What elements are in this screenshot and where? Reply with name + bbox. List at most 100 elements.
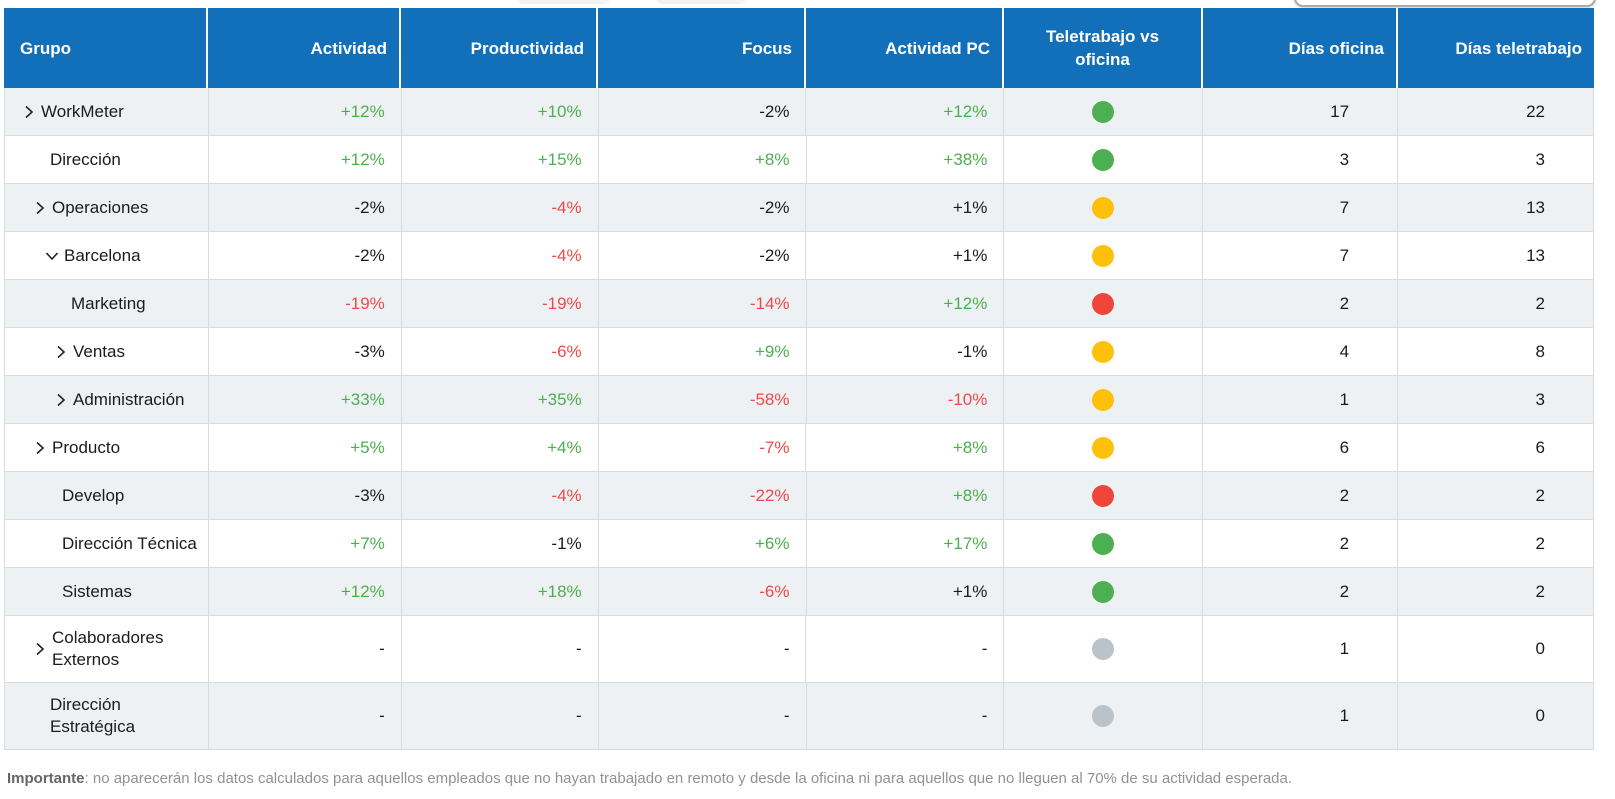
metric-dias-teletrabajo: 8: [1398, 328, 1595, 376]
status-dot-cell: [1004, 568, 1204, 616]
metric-actividad_pc: +38%: [806, 136, 1005, 184]
col-header-productividad[interactable]: Productividad: [401, 8, 598, 88]
chevron-right-icon[interactable]: [32, 641, 48, 657]
table-row: Operaciones -2% -4% -2% +1% 7 13: [5, 184, 1594, 232]
metric-focus: -58%: [598, 376, 807, 424]
table-row: Barcelona -2% -4% -2% +1% 7 13: [5, 232, 1594, 280]
metric-focus: -2%: [598, 88, 807, 136]
status-dot-yellow: [1092, 436, 1115, 459]
metric-productividad: -4%: [401, 232, 599, 280]
metric-focus: -: [598, 616, 807, 683]
group-label: Dirección Técnica: [62, 533, 197, 553]
group-label: Dirección: [50, 149, 121, 169]
metric-productividad: -6%: [401, 328, 599, 376]
group-label: Marketing: [71, 293, 146, 313]
metric-dias-teletrabajo: 13: [1398, 232, 1594, 280]
group-label: Dirección Estratégica: [50, 695, 136, 736]
metric-actividad: -3%: [208, 472, 402, 520]
table-row: Dirección +12% +15% +8% +38% 3 3: [5, 136, 1595, 184]
status-dot-green: [1092, 100, 1115, 123]
group-cell[interactable]: Barcelona: [5, 232, 209, 280]
col-header-teletrabajo[interactable]: Teletrabajo vs oficina: [1004, 8, 1203, 88]
col-header-label: Días oficina: [1288, 38, 1384, 58]
cutoff-input-top-right[interactable]: [1294, 0, 1596, 7]
status-dot-cell: [1004, 280, 1204, 328]
chevron-right-icon[interactable]: [32, 440, 48, 456]
metric-dias-teletrabajo: 6: [1398, 424, 1594, 472]
status-dot-green: [1092, 580, 1115, 603]
metric-actividad_pc: -: [806, 616, 1005, 683]
metric-dias-oficina: 3: [1203, 136, 1399, 184]
status-dot-gray: [1092, 638, 1115, 660]
metric-dias-oficina: 17: [1203, 88, 1399, 136]
group-label: Operaciones: [52, 197, 149, 217]
status-dot-yellow: [1092, 388, 1115, 411]
table-row: Ventas -3% -6% +9% -1% 4 8: [5, 328, 1595, 376]
col-header-actividad-pc[interactable]: Actividad PC: [806, 8, 1004, 88]
metric-focus: +9%: [598, 328, 807, 376]
col-header-label: Actividad PC: [885, 38, 990, 58]
group-cell[interactable]: Administración: [5, 376, 209, 424]
col-header-actividad[interactable]: Actividad: [208, 8, 401, 88]
status-dot-cell: [1004, 683, 1204, 750]
group-label: Administración: [73, 389, 185, 409]
chevron-right-icon[interactable]: [53, 344, 69, 360]
status-dot-cell: [1004, 184, 1204, 232]
metric-productividad: -4%: [401, 184, 599, 232]
table-row: Dirección Estratégica - - - -1 0: [5, 683, 1595, 750]
metric-dias-oficina: 6: [1203, 424, 1399, 472]
chevron-right-icon[interactable]: [21, 104, 37, 120]
metric-actividad: -: [208, 683, 402, 750]
metric-focus: -6%: [598, 568, 807, 616]
metric-productividad: -: [401, 683, 599, 750]
metric-dias-teletrabajo: 3: [1398, 136, 1595, 184]
cutoff-control-right[interactable]: [656, 0, 746, 4]
group-cell[interactable]: Ventas: [5, 328, 209, 376]
group-cell[interactable]: WorkMeter: [5, 88, 209, 136]
footer-note-bold: Importante: [7, 770, 85, 787]
status-dot-yellow: [1092, 196, 1115, 219]
metric-actividad: +12%: [208, 88, 402, 136]
metric-focus: -7%: [598, 424, 807, 472]
chevron-right-icon[interactable]: [53, 392, 69, 408]
cutoff-control-left[interactable]: [516, 0, 610, 4]
metric-productividad: -1%: [401, 520, 599, 568]
metric-actividad_pc: +12%: [806, 280, 1005, 328]
table-header: Grupo Actividad Productividad Focus Acti…: [4, 8, 1594, 88]
table-row: Producto +5% +4% -7% +8% 6 6: [5, 424, 1594, 472]
status-dot-red: [1092, 484, 1115, 507]
metric-productividad: +15%: [401, 136, 599, 184]
col-header-dias-oficina[interactable]: Días oficina: [1203, 8, 1398, 88]
metric-actividad_pc: +1%: [806, 232, 1005, 280]
metric-actividad: +12%: [208, 568, 402, 616]
group-label: Barcelona: [64, 245, 141, 265]
group-cell[interactable]: Colaboradores Externos: [5, 616, 209, 683]
col-header-grupo[interactable]: Grupo: [4, 8, 208, 88]
status-dot-yellow: [1092, 244, 1115, 267]
status-dot-cell: [1004, 232, 1204, 280]
metric-actividad_pc: +1%: [806, 184, 1005, 232]
col-header-label: Grupo: [20, 38, 71, 58]
group-cell: Sistemas: [5, 568, 209, 616]
status-dot-cell: [1004, 616, 1204, 683]
metric-actividad: +7%: [208, 520, 402, 568]
metric-productividad: +18%: [401, 568, 599, 616]
metric-actividad: +12%: [208, 136, 402, 184]
col-header-label: Focus: [741, 38, 792, 58]
col-header-dias-teletrabajo[interactable]: Días teletrabajo: [1398, 8, 1594, 88]
status-dot-cell: [1004, 88, 1204, 136]
group-cell[interactable]: Operaciones: [5, 184, 209, 232]
table-row: Dirección Técnica +7% -1% +6% +17% 2 2: [5, 520, 1595, 568]
group-cell[interactable]: Producto: [5, 424, 209, 472]
chevron-down-icon[interactable]: [44, 248, 60, 264]
metric-actividad_pc: -: [806, 683, 1005, 750]
status-dot-cell: [1004, 472, 1204, 520]
chevron-right-icon[interactable]: [32, 200, 48, 216]
metric-focus: -14%: [598, 280, 807, 328]
metric-actividad_pc: +8%: [806, 424, 1005, 472]
metric-actividad_pc: -10%: [806, 376, 1005, 424]
metric-focus: -2%: [598, 184, 807, 232]
col-header-label: Días teletrabajo: [1455, 38, 1582, 58]
metric-focus: -22%: [598, 472, 807, 520]
col-header-focus[interactable]: Focus: [598, 8, 806, 88]
